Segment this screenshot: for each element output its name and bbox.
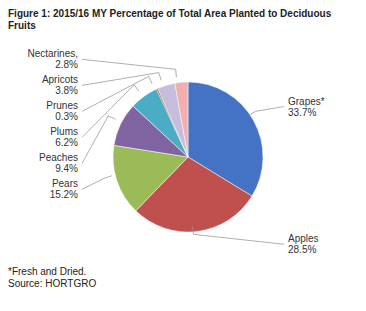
svg-text:Prunes0.3%: Prunes0.3%	[46, 100, 78, 122]
svg-text:Apricots3.8%: Apricots3.8%	[42, 74, 78, 96]
html-text:*Fresh and Dried.: *Fresh and Dried.	[8, 266, 87, 277]
html-text:Figure 1: 2015/16 MY Percentag: Figure 1: 2015/16 MY Percentage of Total…	[8, 8, 332, 31]
svg-text:Apples28.5%: Apples28.5%	[288, 233, 319, 255]
html-text:Source: HORTGRO: Source: HORTGRO	[8, 278, 97, 289]
svg-text:Plums6.2%: Plums6.2%	[50, 126, 78, 148]
svg-text:Peaches9.4%: Peaches9.4%	[39, 152, 78, 174]
svg-text:Nectarines,2.8%: Nectarines,2.8%	[27, 48, 78, 70]
svg-text:Pears15.2%: Pears15.2%	[50, 178, 78, 200]
svg-text:Grapes*33.7%: Grapes*33.7%	[288, 96, 325, 118]
